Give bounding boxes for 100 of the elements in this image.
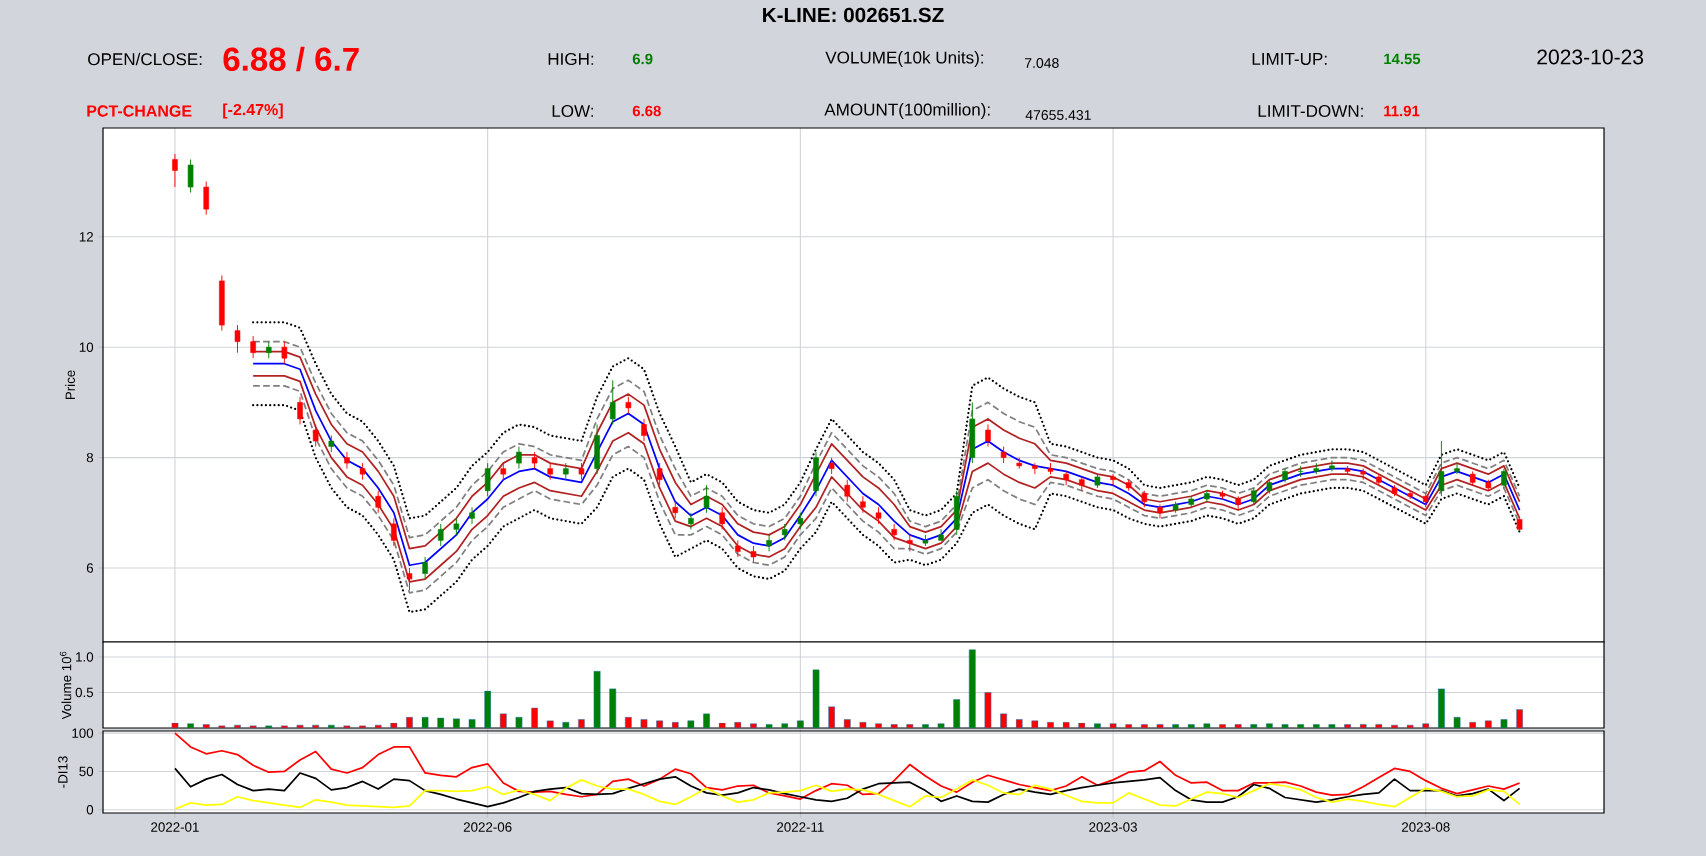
y-tick-label: 100 xyxy=(72,728,94,738)
bar xyxy=(734,722,742,728)
candlestick xyxy=(1297,465,1304,478)
candlestick xyxy=(187,158,194,194)
bar xyxy=(296,724,304,728)
candlestick xyxy=(312,423,319,448)
candlestick xyxy=(1407,490,1413,500)
text: VOLUME(10k Units): xyxy=(825,51,984,67)
candlestick xyxy=(766,534,772,552)
candlestick xyxy=(203,181,209,216)
bar xyxy=(812,669,820,728)
candlestick xyxy=(1110,473,1116,486)
candlestick xyxy=(609,379,616,425)
text: 6.88 / 6.7 xyxy=(223,46,359,72)
bar xyxy=(1250,724,1258,728)
candlestick xyxy=(844,479,851,503)
candlestick xyxy=(688,512,694,530)
candlestick xyxy=(344,451,350,470)
x-tick-label: 2022-06 xyxy=(463,822,512,832)
bar xyxy=(937,723,945,728)
bar xyxy=(1484,720,1492,728)
bar xyxy=(609,688,617,728)
candlestick xyxy=(375,490,381,514)
bar xyxy=(1156,724,1164,728)
bar xyxy=(656,720,664,728)
bar xyxy=(859,722,867,728)
bar xyxy=(515,717,523,728)
candlestick xyxy=(437,523,444,547)
bar xyxy=(750,723,757,728)
text: LIMIT-UP: xyxy=(1252,53,1327,65)
candlestick xyxy=(1032,462,1038,475)
bar xyxy=(1203,723,1211,728)
bar xyxy=(1047,722,1054,728)
bar xyxy=(1140,724,1148,728)
chart-title: K-LINE: 002651.SZ xyxy=(763,7,944,23)
y-tick-label: 1.0 xyxy=(76,652,94,662)
bar xyxy=(1281,724,1289,728)
candlestick xyxy=(281,341,288,365)
text: LIMIT-DOWN: xyxy=(1258,104,1363,118)
text: 7.048 xyxy=(1024,58,1059,68)
bar xyxy=(906,724,914,728)
candlestick xyxy=(860,495,866,514)
candlestick xyxy=(1329,459,1335,472)
candlestick xyxy=(1501,468,1507,489)
bar xyxy=(984,692,992,728)
bar xyxy=(437,717,445,728)
bar xyxy=(406,717,413,728)
bar xyxy=(1500,719,1508,728)
candlestick xyxy=(516,446,522,470)
line-series xyxy=(174,732,1521,800)
candlestick xyxy=(938,528,944,541)
text: 2023-10-23 xyxy=(1537,49,1644,65)
bar xyxy=(1344,724,1351,728)
candlestick xyxy=(172,153,178,188)
x-tick-label: 2023-08 xyxy=(1401,822,1450,832)
candlestick xyxy=(297,396,303,425)
x-tick-label: 2022-11 xyxy=(777,822,824,832)
candlestick xyxy=(719,506,725,530)
bar xyxy=(1422,723,1430,728)
text: LOW: xyxy=(552,104,594,118)
text: AMOUNT(100million): xyxy=(824,103,990,119)
y-axis-title: Price xyxy=(65,370,75,400)
candlestick xyxy=(1438,440,1445,497)
candlestick xyxy=(469,506,475,525)
bar xyxy=(1000,713,1008,728)
text: 47655.431 xyxy=(1025,110,1091,120)
text: 14.55 xyxy=(1384,53,1421,65)
bar xyxy=(1031,720,1039,728)
y-tick-label: 50 xyxy=(79,766,94,777)
candlestick xyxy=(641,418,647,442)
bar xyxy=(843,719,851,728)
bar xyxy=(1438,688,1445,728)
candlestick xyxy=(703,484,710,514)
text: 6.68 xyxy=(632,105,661,117)
candlestick xyxy=(484,462,491,497)
bar xyxy=(890,724,898,728)
bar xyxy=(1234,724,1242,728)
text: HIGH: xyxy=(548,52,594,66)
text: [-2.47%] xyxy=(223,103,283,119)
x-tick-label: 2022-01 xyxy=(151,822,199,832)
y-tick-label: 10 xyxy=(79,342,94,352)
bar xyxy=(546,720,554,728)
y-tick-label: 6 xyxy=(86,563,94,573)
candlestick xyxy=(1454,462,1460,475)
y-tick-label: 8 xyxy=(86,452,94,463)
bar xyxy=(1328,724,1336,728)
bar xyxy=(1078,722,1086,728)
candlestick xyxy=(391,517,397,547)
bar xyxy=(1453,717,1461,728)
bar xyxy=(390,722,398,728)
candlestick xyxy=(250,335,256,359)
bar xyxy=(640,719,648,728)
bar xyxy=(1187,724,1195,728)
y-axis-title: Volume 10$^{6}$ xyxy=(59,651,72,720)
bar xyxy=(171,722,179,728)
y-tick-label: 0.5 xyxy=(75,687,94,698)
bar xyxy=(1391,724,1398,728)
text: PCT-CHANGE xyxy=(87,105,192,117)
bar xyxy=(265,725,273,728)
bar xyxy=(593,670,601,728)
